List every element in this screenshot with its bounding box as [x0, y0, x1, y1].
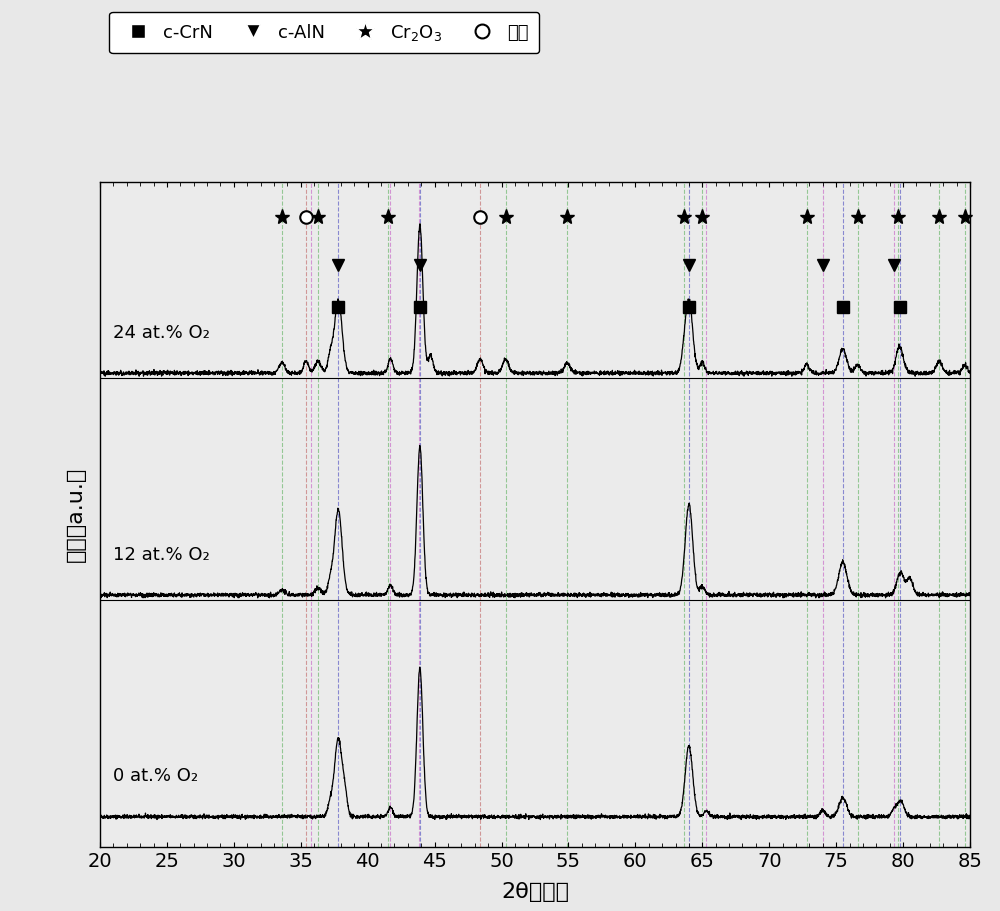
X-axis label: 2θ（度）: 2θ（度） [501, 882, 569, 902]
Text: 12 at.% O₂: 12 at.% O₂ [113, 546, 210, 564]
Legend: c-CrN, c-AlN, Cr$_2$O$_3$, 基材: c-CrN, c-AlN, Cr$_2$O$_3$, 基材 [109, 12, 539, 54]
Text: 0 at.% O₂: 0 at.% O₂ [113, 767, 199, 785]
Text: 24 at.% O₂: 24 at.% O₂ [113, 324, 210, 342]
Y-axis label: 强度（a.u.）: 强度（a.u.） [66, 467, 86, 562]
